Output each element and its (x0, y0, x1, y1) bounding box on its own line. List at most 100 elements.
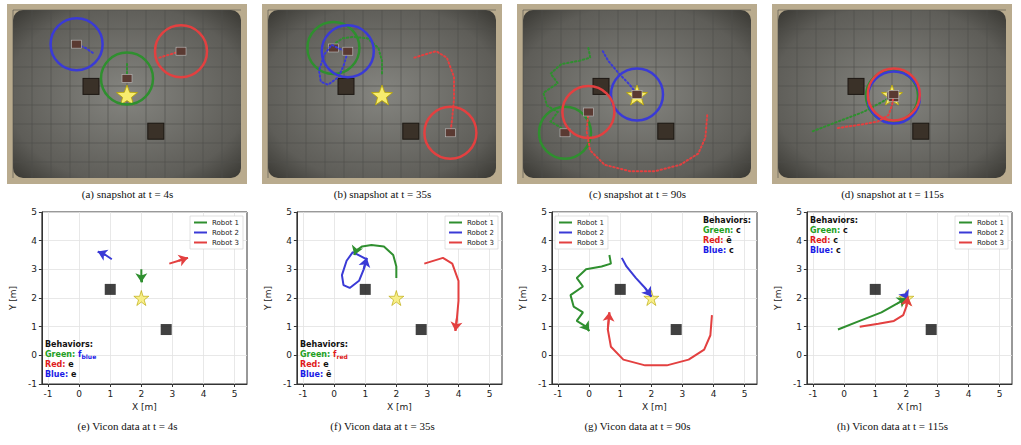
svg-text:5: 5 (742, 389, 748, 399)
svg-text:1: 1 (796, 322, 802, 332)
svg-text:5: 5 (31, 207, 37, 217)
svg-text:1: 1 (541, 322, 547, 332)
svg-text:-1: -1 (538, 379, 547, 389)
svg-text:0: 0 (286, 350, 292, 360)
svg-text:0: 0 (76, 389, 82, 399)
svg-text:4: 4 (201, 389, 207, 399)
svg-text:X [m]: X [m] (387, 402, 412, 412)
svg-text:Robot 3: Robot 3 (977, 239, 1004, 247)
svg-text:Behaviors:: Behaviors: (703, 216, 751, 225)
svg-text:Robot 1: Robot 1 (577, 219, 604, 227)
svg-text:3: 3 (31, 264, 37, 274)
svg-text:-1: -1 (809, 389, 818, 399)
svg-text:Y [m]: Y [m] (8, 286, 18, 311)
svg-text:ẽ: ẽ (326, 370, 332, 379)
svg-text:4: 4 (711, 389, 717, 399)
svg-text:-1: -1 (299, 389, 308, 399)
svg-text:c: c (843, 226, 848, 235)
svg-text:5: 5 (286, 207, 292, 217)
svg-text:c: c (729, 246, 734, 255)
svg-text:c: c (736, 226, 741, 235)
svg-text:0: 0 (586, 389, 592, 399)
svg-text:Red:: Red: (45, 360, 66, 369)
svg-text:Blue:: Blue: (810, 246, 833, 255)
svg-text:Robot 2: Robot 2 (977, 229, 1004, 237)
svg-text:Y [m]: Y [m] (263, 286, 273, 311)
svg-text:Behaviors:: Behaviors: (300, 340, 348, 349)
svg-text:Blue:: Blue: (300, 370, 323, 379)
svg-text:-1: -1 (283, 379, 292, 389)
svg-text:Red:: Red: (300, 360, 321, 369)
svg-text:Y [m]: Y [m] (773, 286, 783, 311)
svg-text:2: 2 (286, 293, 292, 303)
svg-text:0: 0 (331, 389, 337, 399)
svg-text:Green:: Green: (810, 226, 840, 235)
svg-text:Blue:: Blue: (45, 370, 68, 379)
svg-text:red: red (337, 353, 348, 360)
svg-text:3: 3 (796, 264, 802, 274)
svg-text:5: 5 (232, 389, 238, 399)
svg-text:0: 0 (841, 389, 847, 399)
svg-text:Behaviors:: Behaviors: (45, 340, 93, 349)
svg-text:4: 4 (541, 236, 547, 246)
svg-text:Robot 1: Robot 1 (977, 219, 1004, 227)
svg-text:3: 3 (935, 389, 941, 399)
svg-text:c: c (836, 246, 841, 255)
svg-text:X [m]: X [m] (132, 402, 157, 412)
svg-text:-1: -1 (793, 379, 802, 389)
svg-text:4: 4 (456, 389, 462, 399)
svg-text:c: c (833, 236, 838, 245)
svg-text:5: 5 (487, 389, 493, 399)
svg-text:Robot 3: Robot 3 (212, 239, 239, 247)
svg-text:1: 1 (107, 389, 113, 399)
svg-text:Robot 1: Robot 1 (467, 219, 494, 227)
svg-text:Behaviors:: Behaviors: (810, 216, 858, 225)
svg-text:4: 4 (966, 389, 972, 399)
svg-text:3: 3 (541, 264, 547, 274)
svg-text:0: 0 (541, 350, 547, 360)
svg-text:2: 2 (648, 389, 654, 399)
svg-text:Y [m]: Y [m] (518, 286, 528, 311)
svg-text:5: 5 (997, 389, 1003, 399)
svg-text:blue: blue (82, 353, 97, 360)
svg-text:X [m]: X [m] (897, 402, 922, 412)
svg-text:1: 1 (286, 322, 292, 332)
svg-text:Red:: Red: (810, 236, 831, 245)
svg-text:2: 2 (541, 293, 547, 303)
svg-text:1: 1 (362, 389, 368, 399)
svg-text:2: 2 (31, 293, 37, 303)
svg-text:5: 5 (541, 207, 547, 217)
svg-text:Robot 3: Robot 3 (577, 239, 604, 247)
svg-text:0: 0 (796, 350, 802, 360)
svg-text:3: 3 (680, 389, 686, 399)
svg-text:Robot 2: Robot 2 (212, 229, 239, 237)
svg-text:4: 4 (31, 236, 37, 246)
svg-text:4: 4 (796, 236, 802, 246)
svg-text:-1: -1 (28, 379, 37, 389)
svg-text:-1: -1 (44, 389, 53, 399)
svg-text:ẽ: ẽ (726, 236, 732, 245)
svg-text:X [m]: X [m] (642, 402, 667, 412)
svg-text:3: 3 (425, 389, 431, 399)
svg-text:e: e (71, 370, 77, 379)
svg-text:0: 0 (31, 350, 37, 360)
svg-text:2: 2 (796, 293, 802, 303)
svg-text:-1: -1 (554, 389, 563, 399)
svg-text:Robot 2: Robot 2 (467, 229, 494, 237)
svg-text:1: 1 (617, 389, 623, 399)
svg-text:2: 2 (903, 389, 909, 399)
svg-text:3: 3 (170, 389, 176, 399)
svg-text:Green:: Green: (300, 350, 330, 359)
svg-text:Robot 1: Robot 1 (212, 219, 239, 227)
svg-text:Robot 2: Robot 2 (577, 229, 604, 237)
svg-text:Green:: Green: (45, 350, 75, 359)
svg-text:1: 1 (31, 322, 37, 332)
svg-text:2: 2 (138, 389, 144, 399)
svg-text:3: 3 (286, 264, 292, 274)
svg-text:Red:: Red: (703, 236, 724, 245)
svg-text:5: 5 (796, 207, 802, 217)
svg-text:Robot 3: Robot 3 (467, 239, 494, 247)
svg-text:2: 2 (393, 389, 399, 399)
svg-text:Green:: Green: (703, 226, 733, 235)
svg-text:4: 4 (286, 236, 292, 246)
